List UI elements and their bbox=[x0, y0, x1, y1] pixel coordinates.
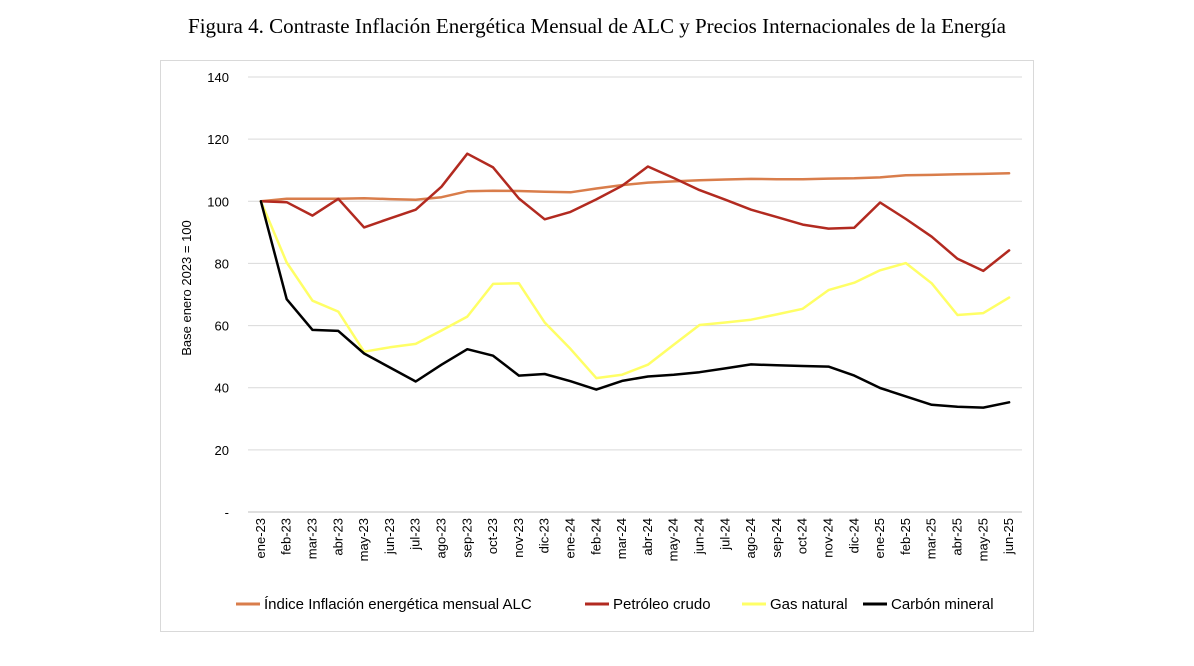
x-tick-label: feb-23 bbox=[279, 518, 294, 555]
legend-label-2: Gas natural bbox=[770, 596, 848, 613]
x-tick-label: feb-25 bbox=[898, 518, 913, 555]
chart-title: Figura 4. Contraste Inflación Energética… bbox=[188, 14, 1006, 38]
x-tick-label: ene-25 bbox=[872, 518, 887, 558]
x-tick-label: ago-24 bbox=[743, 518, 758, 558]
legend-label-1: Petróleo crudo bbox=[613, 596, 711, 613]
x-tick-label: jun-24 bbox=[692, 518, 707, 555]
x-tick-label: jun-23 bbox=[382, 518, 397, 555]
x-tick-label: nov-24 bbox=[821, 518, 836, 558]
series-line-0 bbox=[259, 172, 1011, 203]
x-tick-label: ago-23 bbox=[434, 518, 449, 558]
x-tick-label: oct-23 bbox=[485, 518, 500, 554]
y-tick-label: 80 bbox=[215, 256, 229, 271]
x-tick-label: ene-24 bbox=[563, 518, 578, 558]
series-line-2 bbox=[259, 200, 1011, 380]
x-tick-label: mar-23 bbox=[305, 518, 320, 559]
x-tick-label: feb-24 bbox=[588, 518, 603, 555]
x-tick-label: mar-25 bbox=[924, 518, 939, 559]
chart-frame bbox=[160, 60, 1034, 632]
x-tick-label: abr-23 bbox=[330, 518, 345, 556]
y-tick-label: - bbox=[225, 505, 229, 520]
x-axis-ticks: ene-23 feb-23 mar-23 abr-23 may-23 jun-23 jul-… bbox=[253, 518, 1016, 561]
x-tick-label: dic-24 bbox=[846, 518, 861, 553]
x-tick-label: abr-24 bbox=[640, 518, 655, 556]
x-tick-label: jul-23 bbox=[408, 518, 423, 551]
y-axis-label: Base enero 2023 = 100 bbox=[179, 220, 194, 356]
y-tick-label: 100 bbox=[207, 194, 229, 209]
y-tick-label: 20 bbox=[215, 443, 229, 458]
x-tick-label: sep-23 bbox=[459, 518, 474, 558]
legend-label-3: Carbón mineral bbox=[891, 596, 994, 613]
gridlines bbox=[248, 76, 1022, 451]
series-line-1 bbox=[259, 152, 1011, 273]
x-tick-label: oct-24 bbox=[795, 518, 810, 554]
y-tick-label: 120 bbox=[207, 132, 229, 147]
series-lines bbox=[259, 152, 1011, 409]
series-line-3 bbox=[259, 200, 1011, 409]
x-tick-label: ene-23 bbox=[253, 518, 268, 558]
y-axis-ticks: - 20 40 60 80 100 120 140 bbox=[207, 70, 229, 520]
x-tick-label: may-23 bbox=[356, 518, 371, 561]
legend: Índice Inflación energética mensual ALC P… bbox=[236, 596, 994, 613]
x-tick-label: jul-24 bbox=[717, 518, 732, 551]
x-tick-label: abr-25 bbox=[950, 518, 965, 556]
x-tick-label: may-25 bbox=[975, 518, 990, 561]
x-tick-label: mar-24 bbox=[614, 518, 629, 559]
x-tick-label: nov-23 bbox=[511, 518, 526, 558]
x-tick-label: dic-23 bbox=[537, 518, 552, 553]
y-tick-label: 60 bbox=[215, 319, 229, 334]
x-tick-label: sep-24 bbox=[769, 518, 784, 558]
legend-label-0: Índice Inflación energética mensual ALC bbox=[264, 596, 532, 613]
x-tick-label: may-24 bbox=[666, 518, 681, 561]
y-tick-label: 140 bbox=[207, 70, 229, 85]
x-tick-label: jun-25 bbox=[1001, 518, 1016, 555]
y-tick-label: 40 bbox=[215, 381, 229, 396]
